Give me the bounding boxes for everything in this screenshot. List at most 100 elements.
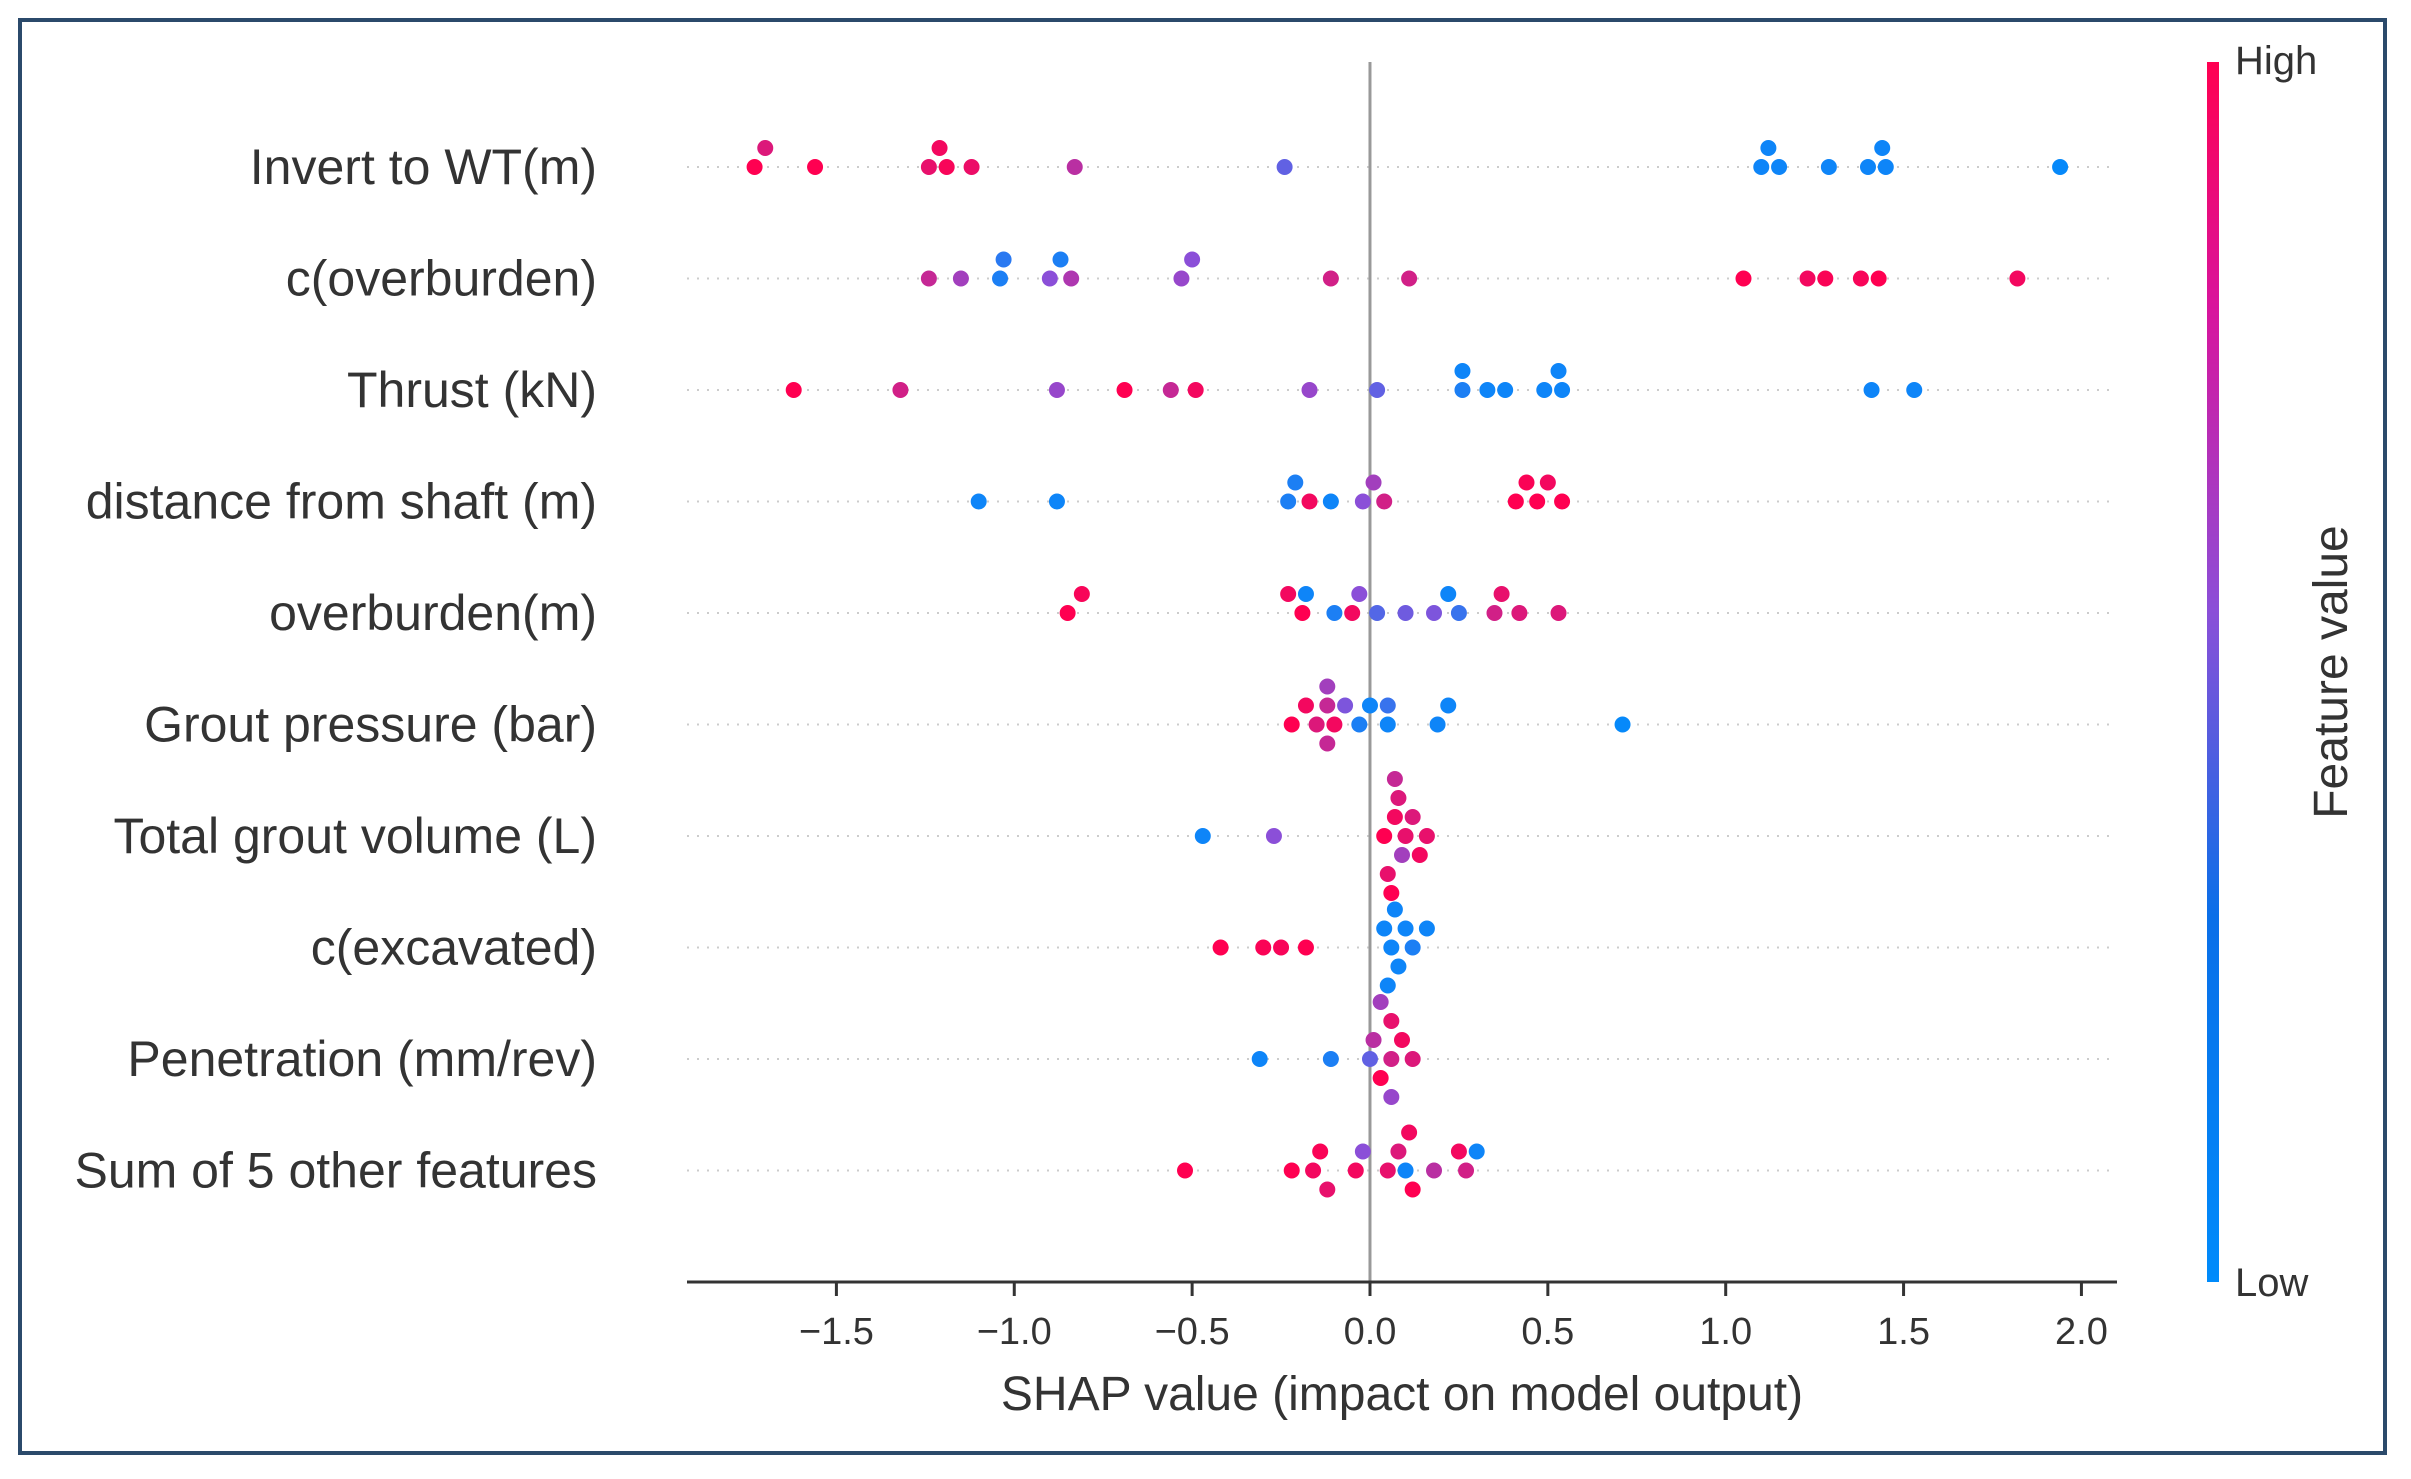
shap-point xyxy=(1771,159,1788,175)
shap-point xyxy=(1048,493,1065,510)
shap-point xyxy=(1426,605,1443,621)
shap-point xyxy=(1294,605,1311,621)
shap-point xyxy=(746,159,763,175)
colorbar-title: Feature value xyxy=(2305,525,2358,819)
feature-label: Sum of 5 other features xyxy=(74,1143,597,1199)
shap-point xyxy=(1319,735,1336,752)
shap-point xyxy=(1255,939,1272,956)
shap-point xyxy=(1493,586,1510,602)
shap-point xyxy=(1550,605,1567,621)
shap-point xyxy=(1066,159,1083,175)
shap-point xyxy=(1454,363,1471,379)
shap-point xyxy=(1401,270,1418,287)
shap-point xyxy=(1863,382,1880,398)
shap-point xyxy=(1454,382,1471,398)
shap-point xyxy=(970,493,987,510)
feature-label: Invert to WT(m) xyxy=(250,139,597,195)
shap-point xyxy=(1383,1051,1400,1067)
colorbar-low-label: Low xyxy=(2235,1261,2308,1305)
shap-point xyxy=(1052,251,1069,268)
shap-point xyxy=(1041,270,1058,287)
shap-beeswarm-chart: Invert to WT(m) c(overburden) Thrust (kN) d… xyxy=(74,39,2358,1421)
shap-point xyxy=(1554,493,1571,510)
shap-point xyxy=(1390,958,1407,975)
shap-point xyxy=(1312,1143,1329,1160)
shap-point xyxy=(1404,809,1421,825)
shap-point xyxy=(1173,270,1190,287)
shap-point xyxy=(1404,1181,1421,1198)
shap-point xyxy=(1554,382,1571,398)
feature-label: Thrust (kN) xyxy=(347,362,597,418)
shap-point xyxy=(1497,382,1514,398)
shap-point xyxy=(1539,474,1556,491)
shap-point xyxy=(1426,1162,1443,1179)
shap-point xyxy=(1073,586,1090,602)
shap-point xyxy=(1365,474,1382,491)
shap-point xyxy=(1379,716,1396,733)
shap-point xyxy=(1379,697,1396,714)
feature-label: c(overburden) xyxy=(286,251,597,307)
shap-point xyxy=(1372,994,1389,1010)
shap-point xyxy=(1518,474,1535,491)
x-tick-label: 0.5 xyxy=(1521,1311,1574,1353)
shap-point xyxy=(1550,363,1567,379)
shap-point xyxy=(1394,847,1410,863)
feature-label: c(excavated) xyxy=(311,920,597,976)
shap-point xyxy=(938,159,955,175)
x-tick-label: −0.5 xyxy=(1155,1311,1230,1353)
shap-point xyxy=(807,159,824,175)
feature-label: Grout pressure (bar) xyxy=(144,697,597,753)
shap-point xyxy=(1394,1032,1410,1048)
shap-point xyxy=(1383,1013,1400,1029)
shap-point xyxy=(1507,493,1524,510)
shap-point xyxy=(1479,382,1496,398)
shap-point xyxy=(1326,716,1343,733)
shap-point xyxy=(1048,382,1065,398)
shap-point xyxy=(1337,697,1354,714)
shap-point xyxy=(1486,605,1503,621)
shap-point xyxy=(1418,920,1435,937)
shap-point xyxy=(1369,382,1386,398)
shap-point xyxy=(1411,847,1428,863)
feature-label: Total grout volume (L) xyxy=(113,808,597,864)
shap-point xyxy=(757,140,774,156)
shap-point xyxy=(1194,828,1211,844)
shap-point xyxy=(1280,493,1297,510)
shap-point xyxy=(1187,382,1204,398)
shap-point xyxy=(1874,140,1891,156)
shap-point xyxy=(1365,1032,1382,1048)
shap-point xyxy=(1859,159,1876,175)
shap-point xyxy=(1322,270,1339,287)
shap-point xyxy=(1440,586,1457,602)
feature-labels: Invert to WT(m) c(overburden) Thrust (kN) d… xyxy=(74,139,597,1199)
shap-point xyxy=(1361,697,1378,714)
shap-point xyxy=(1906,382,1923,398)
shap-point xyxy=(1397,828,1414,844)
shap-point xyxy=(1059,605,1076,621)
shap-point xyxy=(1379,1162,1396,1179)
shap-points xyxy=(746,140,2069,1198)
shap-point xyxy=(1354,1143,1371,1160)
shap-point xyxy=(1386,771,1403,787)
shap-point xyxy=(1397,1162,1414,1179)
shap-point xyxy=(785,382,802,398)
shap-point xyxy=(1383,939,1400,956)
shap-point xyxy=(1361,1051,1378,1067)
shap-point xyxy=(1511,605,1528,621)
shap-point xyxy=(1251,1051,1268,1067)
shap-point xyxy=(1376,920,1393,937)
shap-point xyxy=(1536,382,1553,398)
shap-point xyxy=(1450,605,1467,621)
shap-point xyxy=(1351,716,1368,733)
shap-point xyxy=(1614,716,1631,733)
shap-point xyxy=(1319,697,1336,714)
shap-point xyxy=(931,140,948,156)
x-tick-label: 2.0 xyxy=(2055,1311,2108,1353)
shap-point xyxy=(1280,586,1297,602)
shap-point xyxy=(920,270,937,287)
feature-label: distance from shaft (m) xyxy=(86,474,597,530)
shap-point xyxy=(1386,809,1403,825)
feature-label: Penetration (mm/rev) xyxy=(127,1031,597,1087)
shap-point xyxy=(2009,270,2026,287)
shap-point xyxy=(1276,159,1293,175)
